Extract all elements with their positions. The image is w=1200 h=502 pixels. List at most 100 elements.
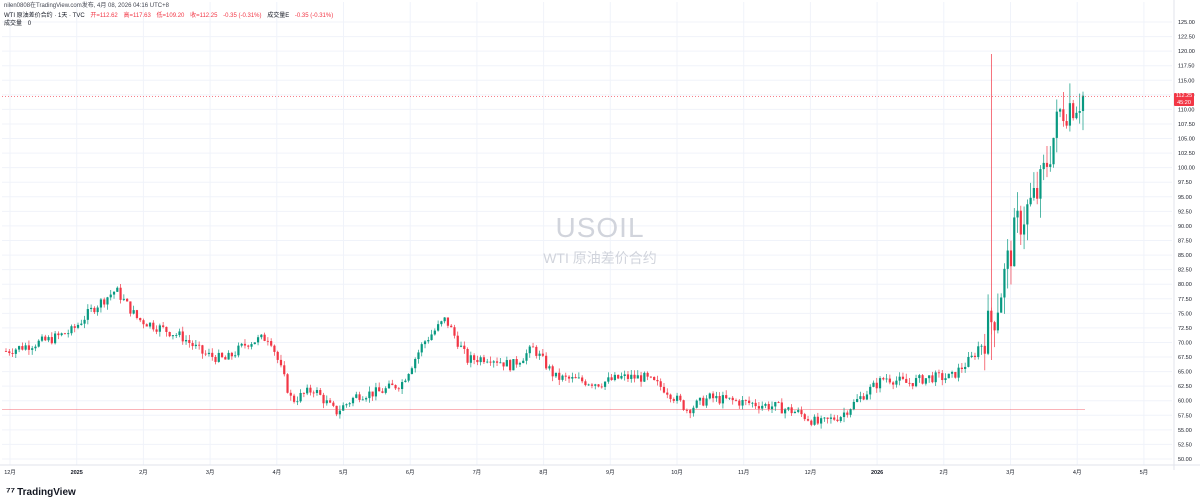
y-tick-label: 90.00 xyxy=(1178,224,1192,230)
tradingview-logo[interactable]: ⁷⁷ TradingView xyxy=(6,486,76,498)
candle-body xyxy=(1052,137,1055,165)
candle-body xyxy=(234,355,237,357)
candle-body xyxy=(770,406,774,410)
candle-body xyxy=(90,307,93,310)
candle-body xyxy=(162,325,165,327)
volume-row: 成交量 0 xyxy=(4,21,35,28)
candle-body xyxy=(283,365,286,375)
candle-body xyxy=(423,341,427,345)
candle-body xyxy=(338,410,342,415)
candle-body xyxy=(617,374,620,379)
candle-body xyxy=(662,386,666,393)
candle-body xyxy=(921,375,924,384)
candle-body xyxy=(980,345,983,347)
candle-body xyxy=(878,378,882,389)
y-tick-label: 92.50 xyxy=(1178,209,1192,215)
candle-body xyxy=(856,399,859,402)
candle-body xyxy=(793,411,797,414)
candle-body xyxy=(469,355,472,363)
symbol-info: WTI 原油差价合约 · 1天 · TVC 开=112.62 高=117.63 … xyxy=(4,13,337,20)
candle-body xyxy=(751,402,754,404)
candle-body xyxy=(1036,188,1039,199)
candle-body xyxy=(708,393,711,399)
candle-body xyxy=(639,375,643,382)
candle-body xyxy=(1032,188,1035,198)
candle-body xyxy=(355,394,358,398)
candle-body xyxy=(479,357,482,363)
candle-body xyxy=(911,383,914,387)
candle-body xyxy=(14,349,17,354)
candle-body xyxy=(302,392,305,394)
candle-body xyxy=(214,356,217,362)
candle-body xyxy=(243,343,247,346)
candle-body xyxy=(27,345,31,350)
candle-body xyxy=(142,320,145,325)
candle-body xyxy=(613,374,616,381)
candle-body xyxy=(833,417,836,420)
candle-body xyxy=(404,380,407,383)
candle-body xyxy=(391,383,394,386)
candle-body xyxy=(387,383,391,389)
y-tick-label: 62.50 xyxy=(1178,384,1192,390)
candle-body xyxy=(21,346,24,350)
tradingview-logo-text: TradingView xyxy=(17,486,76,498)
candle-body xyxy=(581,377,584,382)
candle-body xyxy=(767,403,770,410)
candle-body xyxy=(96,307,99,313)
y-tick-label: 95.00 xyxy=(1178,195,1192,201)
candle-body xyxy=(525,353,528,361)
candle-body xyxy=(882,378,885,380)
candle-body xyxy=(126,298,129,302)
candle-body xyxy=(1072,103,1075,119)
candle-body xyxy=(198,344,201,346)
candle-body xyxy=(1009,250,1013,267)
candle-body xyxy=(358,394,361,400)
y-tick-label: 110.00 xyxy=(1178,107,1194,113)
candle-body xyxy=(705,398,708,406)
candle-body xyxy=(885,378,888,380)
candle-body xyxy=(453,327,456,336)
y-tick-label: 115.00 xyxy=(1178,78,1194,84)
candle-body xyxy=(797,410,800,412)
candle-body xyxy=(414,359,417,369)
y-tick-label: 65.00 xyxy=(1178,370,1192,376)
y-tick-label: 82.50 xyxy=(1178,268,1192,274)
x-tick-label: 3月 xyxy=(206,469,215,476)
candle-body xyxy=(201,345,204,354)
candle-body xyxy=(859,396,862,400)
candle-body xyxy=(535,346,538,356)
x-axis: 12月 2025 2月 3月 4月 5月 6月 7月 8月 9月 10月 11月 12月 2026 2月 3月… xyxy=(0,464,1200,476)
candle-body xyxy=(944,378,947,381)
candle-body xyxy=(1042,162,1045,170)
watermark-name: WTI 原油差价合约 xyxy=(543,250,657,266)
candle-body xyxy=(240,343,243,346)
candle-body xyxy=(401,382,404,390)
candle-body xyxy=(895,380,898,385)
candle-body xyxy=(54,333,57,344)
candle-body xyxy=(584,381,587,386)
candle-body xyxy=(315,390,319,394)
candle-body xyxy=(492,361,495,363)
symbol-title: WTI 原油差价合约 · 1天 · TVC xyxy=(4,13,85,19)
x-tick-label: 9月 xyxy=(606,469,615,476)
candle-body xyxy=(384,388,387,393)
candle-body xyxy=(1045,162,1049,167)
candle-body xyxy=(571,377,574,379)
candle-body xyxy=(489,361,492,363)
candle-body xyxy=(348,403,351,405)
candle-body xyxy=(44,336,47,341)
candle-body xyxy=(57,333,60,336)
candle-body xyxy=(1003,268,1006,298)
candle-body xyxy=(590,384,594,386)
candle-body xyxy=(918,375,921,379)
candle-body xyxy=(839,417,842,421)
candle-body xyxy=(430,334,433,341)
grid-lines xyxy=(2,2,1172,465)
y-tick-label: 97.50 xyxy=(1178,180,1192,186)
candle-body xyxy=(482,357,486,363)
candle-body xyxy=(656,379,659,382)
x-tick-label: 12月 xyxy=(805,469,817,476)
y-tick-label: 117.50 xyxy=(1178,64,1194,70)
candle-body xyxy=(459,345,463,347)
